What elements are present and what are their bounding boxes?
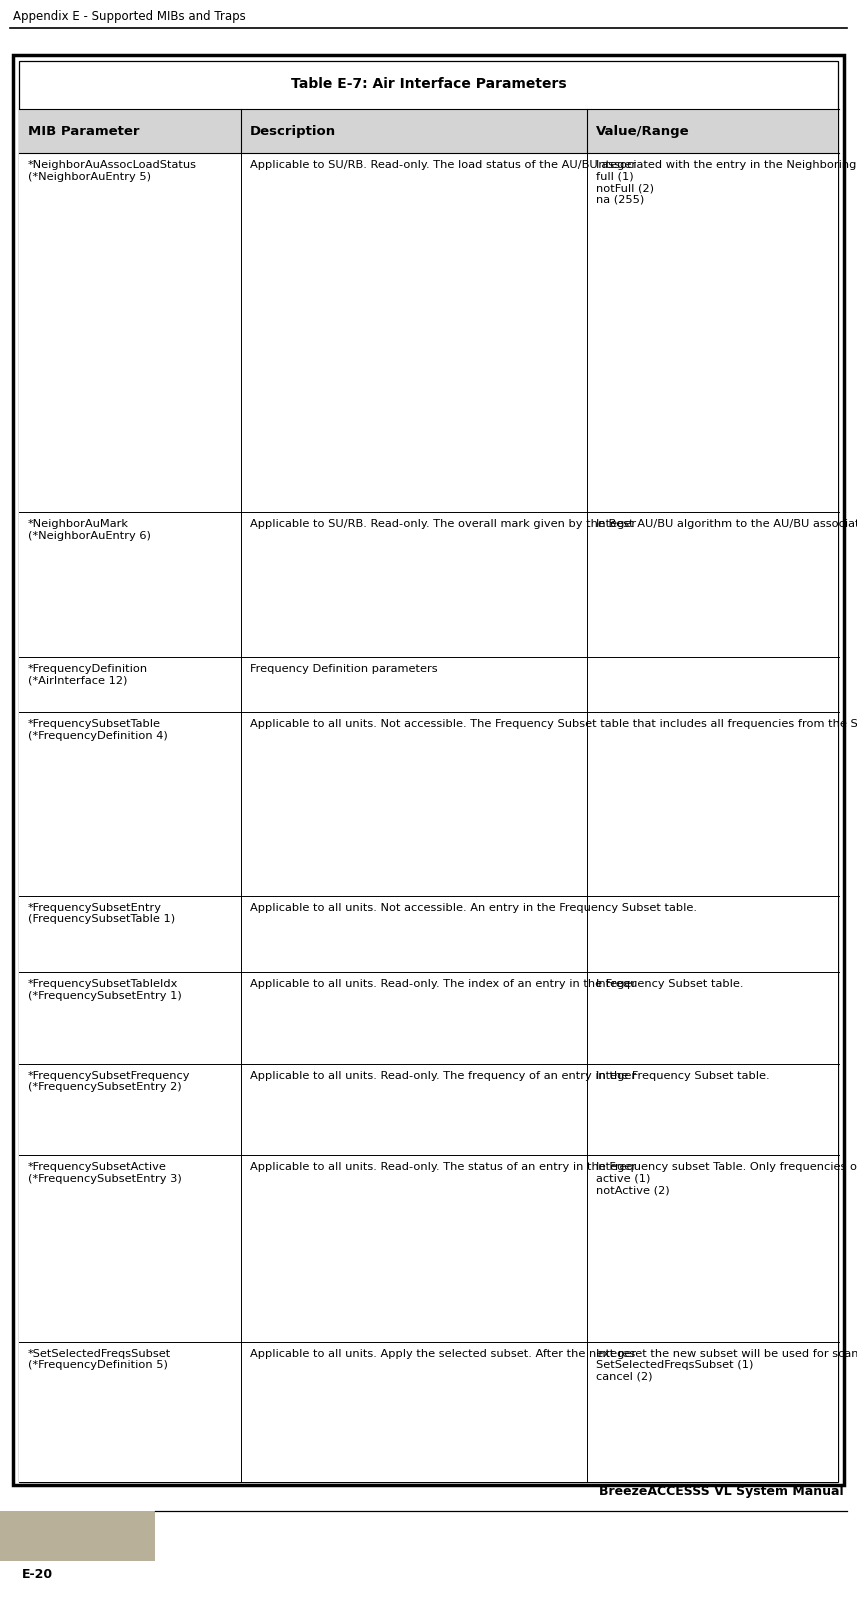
Bar [0, 1512, 155, 1603]
Text: Applicable to all units. Not accessible. The Frequency Subset table that include: Applicable to all units. Not accessible.… [250, 720, 857, 729]
Bar [19, 109, 838, 154]
Text: Applicable to SU/RB. Read-only. The overall mark given by the Best AU/BU algorit: Applicable to SU/RB. Read-only. The over… [250, 519, 857, 529]
Bar [19, 896, 838, 971]
Text: Applicable to all units. Read-only. The status of an entry in the Frequency subs: Applicable to all units. Read-only. The … [250, 1162, 857, 1172]
Text: Integer: Integer [596, 519, 637, 529]
Bar [19, 1342, 838, 1483]
Bar [13, 55, 844, 1484]
Text: Table E-7: Air Interface Parameters: Table E-7: Air Interface Parameters [291, 77, 566, 91]
Text: *NeighborAuAssocLoadStatus
(*NeighborAuEntry 5): *NeighborAuAssocLoadStatus (*NeighborAuE… [27, 160, 196, 181]
Text: *NeighborAuMark
(*NeighborAuEntry 6): *NeighborAuMark (*NeighborAuEntry 6) [27, 519, 150, 540]
Text: Applicable to all units. Read-only. The index of an entry in the Frequency Subse: Applicable to all units. Read-only. The … [250, 979, 744, 989]
Bar [0, 1561, 155, 1603]
Bar [19, 1156, 838, 1342]
Text: Integer: Integer [596, 1071, 637, 1080]
Text: *FrequencySubsetEntry
(FrequencySubsetTable 1): *FrequencySubsetEntry (FrequencySubsetTa… [27, 902, 175, 925]
Bar [19, 712, 838, 896]
Text: Integer
active (1)
notActive (2): Integer active (1) notActive (2) [596, 1162, 669, 1196]
Text: Frequency Definition parameters: Frequency Definition parameters [250, 664, 438, 675]
Text: *FrequencySubsetTable
(*FrequencyDefinition 4): *FrequencySubsetTable (*FrequencyDefinit… [27, 720, 167, 741]
Text: Description: Description [250, 125, 336, 138]
Text: *SetSelectedFreqsSubset
(*FrequencyDefinition 5): *SetSelectedFreqsSubset (*FrequencyDefin… [27, 1348, 171, 1371]
Text: *FrequencySubsetFrequency
(*FrequencySubsetEntry 2): *FrequencySubsetFrequency (*FrequencySub… [27, 1071, 190, 1092]
Bar [19, 657, 838, 712]
Bar [19, 61, 838, 1483]
Text: Applicable to all units. Read-only. The frequency of an entry in the Frequency S: Applicable to all units. Read-only. The … [250, 1071, 770, 1080]
Bar [19, 511, 838, 657]
Text: Applicable to all units. Apply the selected subset. After the next reset the new: Applicable to all units. Apply the selec… [250, 1348, 857, 1359]
Text: Applicable to SU/RB. Read-only. The load status of the AU/BU associated with the: Applicable to SU/RB. Read-only. The load… [250, 160, 857, 170]
Text: MIB Parameter: MIB Parameter [27, 125, 139, 138]
Text: Integer: Integer [596, 979, 637, 989]
Text: Appendix E - Supported MIBs and Traps: Appendix E - Supported MIBs and Traps [13, 10, 246, 22]
Text: Value/Range: Value/Range [596, 125, 690, 138]
Text: Integer
full (1)
notFull (2)
na (255): Integer full (1) notFull (2) na (255) [596, 160, 654, 205]
Text: Integer
SetSelectedFreqsSubset (1)
cancel (2): Integer SetSelectedFreqsSubset (1) cance… [596, 1348, 753, 1382]
Text: BreezeACCESSS VL System Manual: BreezeACCESSS VL System Manual [599, 1484, 844, 1497]
Text: E-20: E-20 [22, 1568, 53, 1582]
Text: Applicable to all units. Not accessible. An entry in the Frequency Subset table.: Applicable to all units. Not accessible.… [250, 902, 698, 912]
Bar [19, 1064, 838, 1156]
Text: *FrequencyDefinition
(*AirInterface 12): *FrequencyDefinition (*AirInterface 12) [27, 664, 147, 686]
Bar [19, 971, 838, 1064]
Bar [19, 154, 838, 511]
Text: *FrequencySubsetTableIdx
(*FrequencySubsetEntry 1): *FrequencySubsetTableIdx (*FrequencySubs… [27, 979, 181, 1000]
Text: *FrequencySubsetActive
(*FrequencySubsetEntry 3): *FrequencySubsetActive (*FrequencySubset… [27, 1162, 181, 1185]
